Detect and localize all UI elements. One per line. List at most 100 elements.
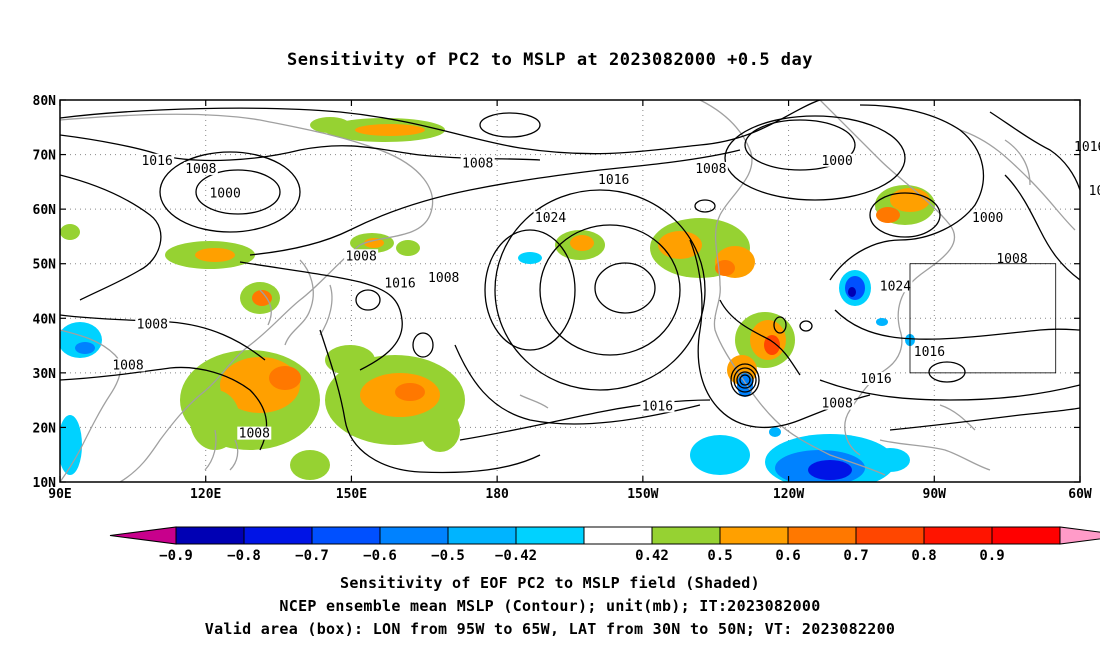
- colorbar-segment: [175, 526, 245, 545]
- contour-label-bg: [426, 271, 461, 285]
- lat-tick-label: 30N: [33, 367, 57, 382]
- lat-tick-label: 10N: [33, 476, 57, 491]
- contour-label: 1000: [972, 211, 1003, 226]
- colorbar-right-arrow: [1059, 526, 1100, 545]
- lat-tick-label: 20N: [33, 421, 57, 436]
- colorbar-segment: [923, 526, 993, 545]
- colorbar-segment: [311, 526, 381, 545]
- contour-label-bg: [111, 358, 145, 372]
- lon-tick-label: 120E: [190, 487, 221, 502]
- lat-tick-label: 80N: [33, 94, 57, 109]
- lon-tick-label: 60W: [1068, 487, 1092, 502]
- contour-label-bg: [970, 211, 1005, 225]
- contour-label: 1008: [112, 358, 143, 373]
- contour-label: 1008: [462, 156, 493, 171]
- coastlines: [60, 100, 1076, 482]
- colorbar-segment: [583, 526, 653, 545]
- lat-tick-label: 70N: [33, 149, 57, 164]
- contour-label: 1016: [642, 399, 673, 414]
- colorbar: −0.9 −0.8 −0.7 −0.6 −0.5 −0.42 0.42 0.5 0.6 0.7 0.…: [109, 526, 1100, 564]
- colorbar-label: −0.5: [431, 548, 465, 564]
- colorbar-left-arrow: [109, 526, 177, 545]
- contour-label-bg: [183, 161, 218, 175]
- colorbar-label: −0.9: [159, 548, 193, 564]
- colorbar-label: −0.42: [495, 548, 537, 564]
- colorbar-label: 0.7: [843, 548, 868, 564]
- contour-label: 1008: [137, 317, 168, 332]
- contour-label-bg: [878, 279, 913, 293]
- contour-label: 1016: [141, 154, 172, 169]
- contour-label-bg: [820, 153, 855, 167]
- contour-label-bg: [460, 156, 495, 170]
- lon-tick-label: 150W: [627, 487, 658, 502]
- contour-label: 1008: [345, 249, 376, 264]
- contour-label: 1016: [384, 277, 415, 292]
- contour-label: 1016: [1074, 140, 1100, 155]
- caption-line-3: Valid area (box): LON from 95W to 65W, L…: [204, 620, 896, 638]
- negative-shading: [60, 252, 915, 482]
- colorbar-label: 0.42: [635, 548, 669, 564]
- contour-label: 1000: [821, 154, 852, 169]
- contour-label: 1024: [880, 279, 911, 294]
- colorbar-label: 0.8: [911, 548, 936, 564]
- lon-tick-label: 180: [485, 487, 509, 502]
- colorbar-segment: [719, 526, 789, 545]
- contour-label: 1016: [860, 372, 891, 387]
- contour-label-bg: [533, 211, 568, 225]
- lat-tick-label: 60N: [33, 203, 57, 218]
- colorbar-segment: [515, 526, 585, 545]
- contour-label: 1008: [185, 162, 216, 177]
- contour-label: 1024: [535, 211, 566, 226]
- contour-label-bg: [995, 251, 1029, 265]
- contour-label-bg: [344, 249, 379, 263]
- colorbar-segment: [787, 526, 857, 545]
- contour-label: 1008: [996, 252, 1027, 267]
- colorbar-segment: [651, 526, 721, 545]
- lat-tick-label: 50N: [33, 258, 57, 273]
- contour-label-bg: [912, 344, 947, 358]
- colorbar-segment: [243, 526, 313, 545]
- colorbar-label: 0.9: [979, 548, 1004, 564]
- contour-label-bg: [859, 372, 893, 386]
- contour-label: 1016: [914, 345, 945, 360]
- contour-label-bg: [135, 317, 170, 331]
- mslp-contours: [60, 100, 1080, 474]
- contour-label: 1016: [598, 173, 629, 188]
- colorbar-segment: [447, 526, 517, 545]
- plot-title: Sensitivity of PC2 to MSLP at 2023082000…: [286, 50, 813, 70]
- contour-label-bg: [383, 276, 417, 290]
- contour-label-bg: [640, 399, 675, 413]
- contour-label: 1008: [695, 162, 726, 177]
- contour-label: 1008: [239, 427, 270, 442]
- colorbar-label: −0.7: [295, 548, 329, 564]
- contour-label: 1008: [428, 271, 459, 286]
- caption-line-1: Sensitivity of EOF PC2 to MSLP field (Sh…: [340, 574, 760, 592]
- contour-label-bg: [1087, 183, 1100, 197]
- contour-label-bg: [237, 426, 272, 440]
- lon-tick-label: 90W: [923, 487, 947, 502]
- lat-tick-label: 40N: [33, 312, 57, 327]
- colorbar-segment: [991, 526, 1061, 545]
- contour-label-bg: [820, 396, 855, 410]
- colorbar-label: 0.6: [775, 548, 800, 564]
- colorbar-label: 0.5: [707, 548, 732, 564]
- contour-label: 1024: [1089, 184, 1100, 199]
- contour-label-bg: [140, 153, 175, 167]
- caption-line-2: NCEP ensemble mean MSLP (Contour); unit(…: [279, 597, 821, 615]
- contour-label: 1008: [821, 397, 852, 412]
- contour-label: 1000: [209, 187, 240, 202]
- map-frame: [59, 99, 1081, 483]
- valid-area-box: [909, 263, 1057, 374]
- lon-tick-label: 120W: [773, 487, 804, 502]
- colorbar-label: −0.6: [363, 548, 397, 564]
- contour-label-bg: [693, 161, 728, 175]
- colorbar-segment: [855, 526, 925, 545]
- colorbar-label: −0.8: [227, 548, 261, 564]
- lon-tick-label: 150E: [336, 487, 367, 502]
- contour-label-bg: [208, 186, 243, 200]
- contour-label-bg: [596, 172, 631, 186]
- colorbar-segment: [379, 526, 449, 545]
- lon-tick-label: 90E: [48, 487, 71, 502]
